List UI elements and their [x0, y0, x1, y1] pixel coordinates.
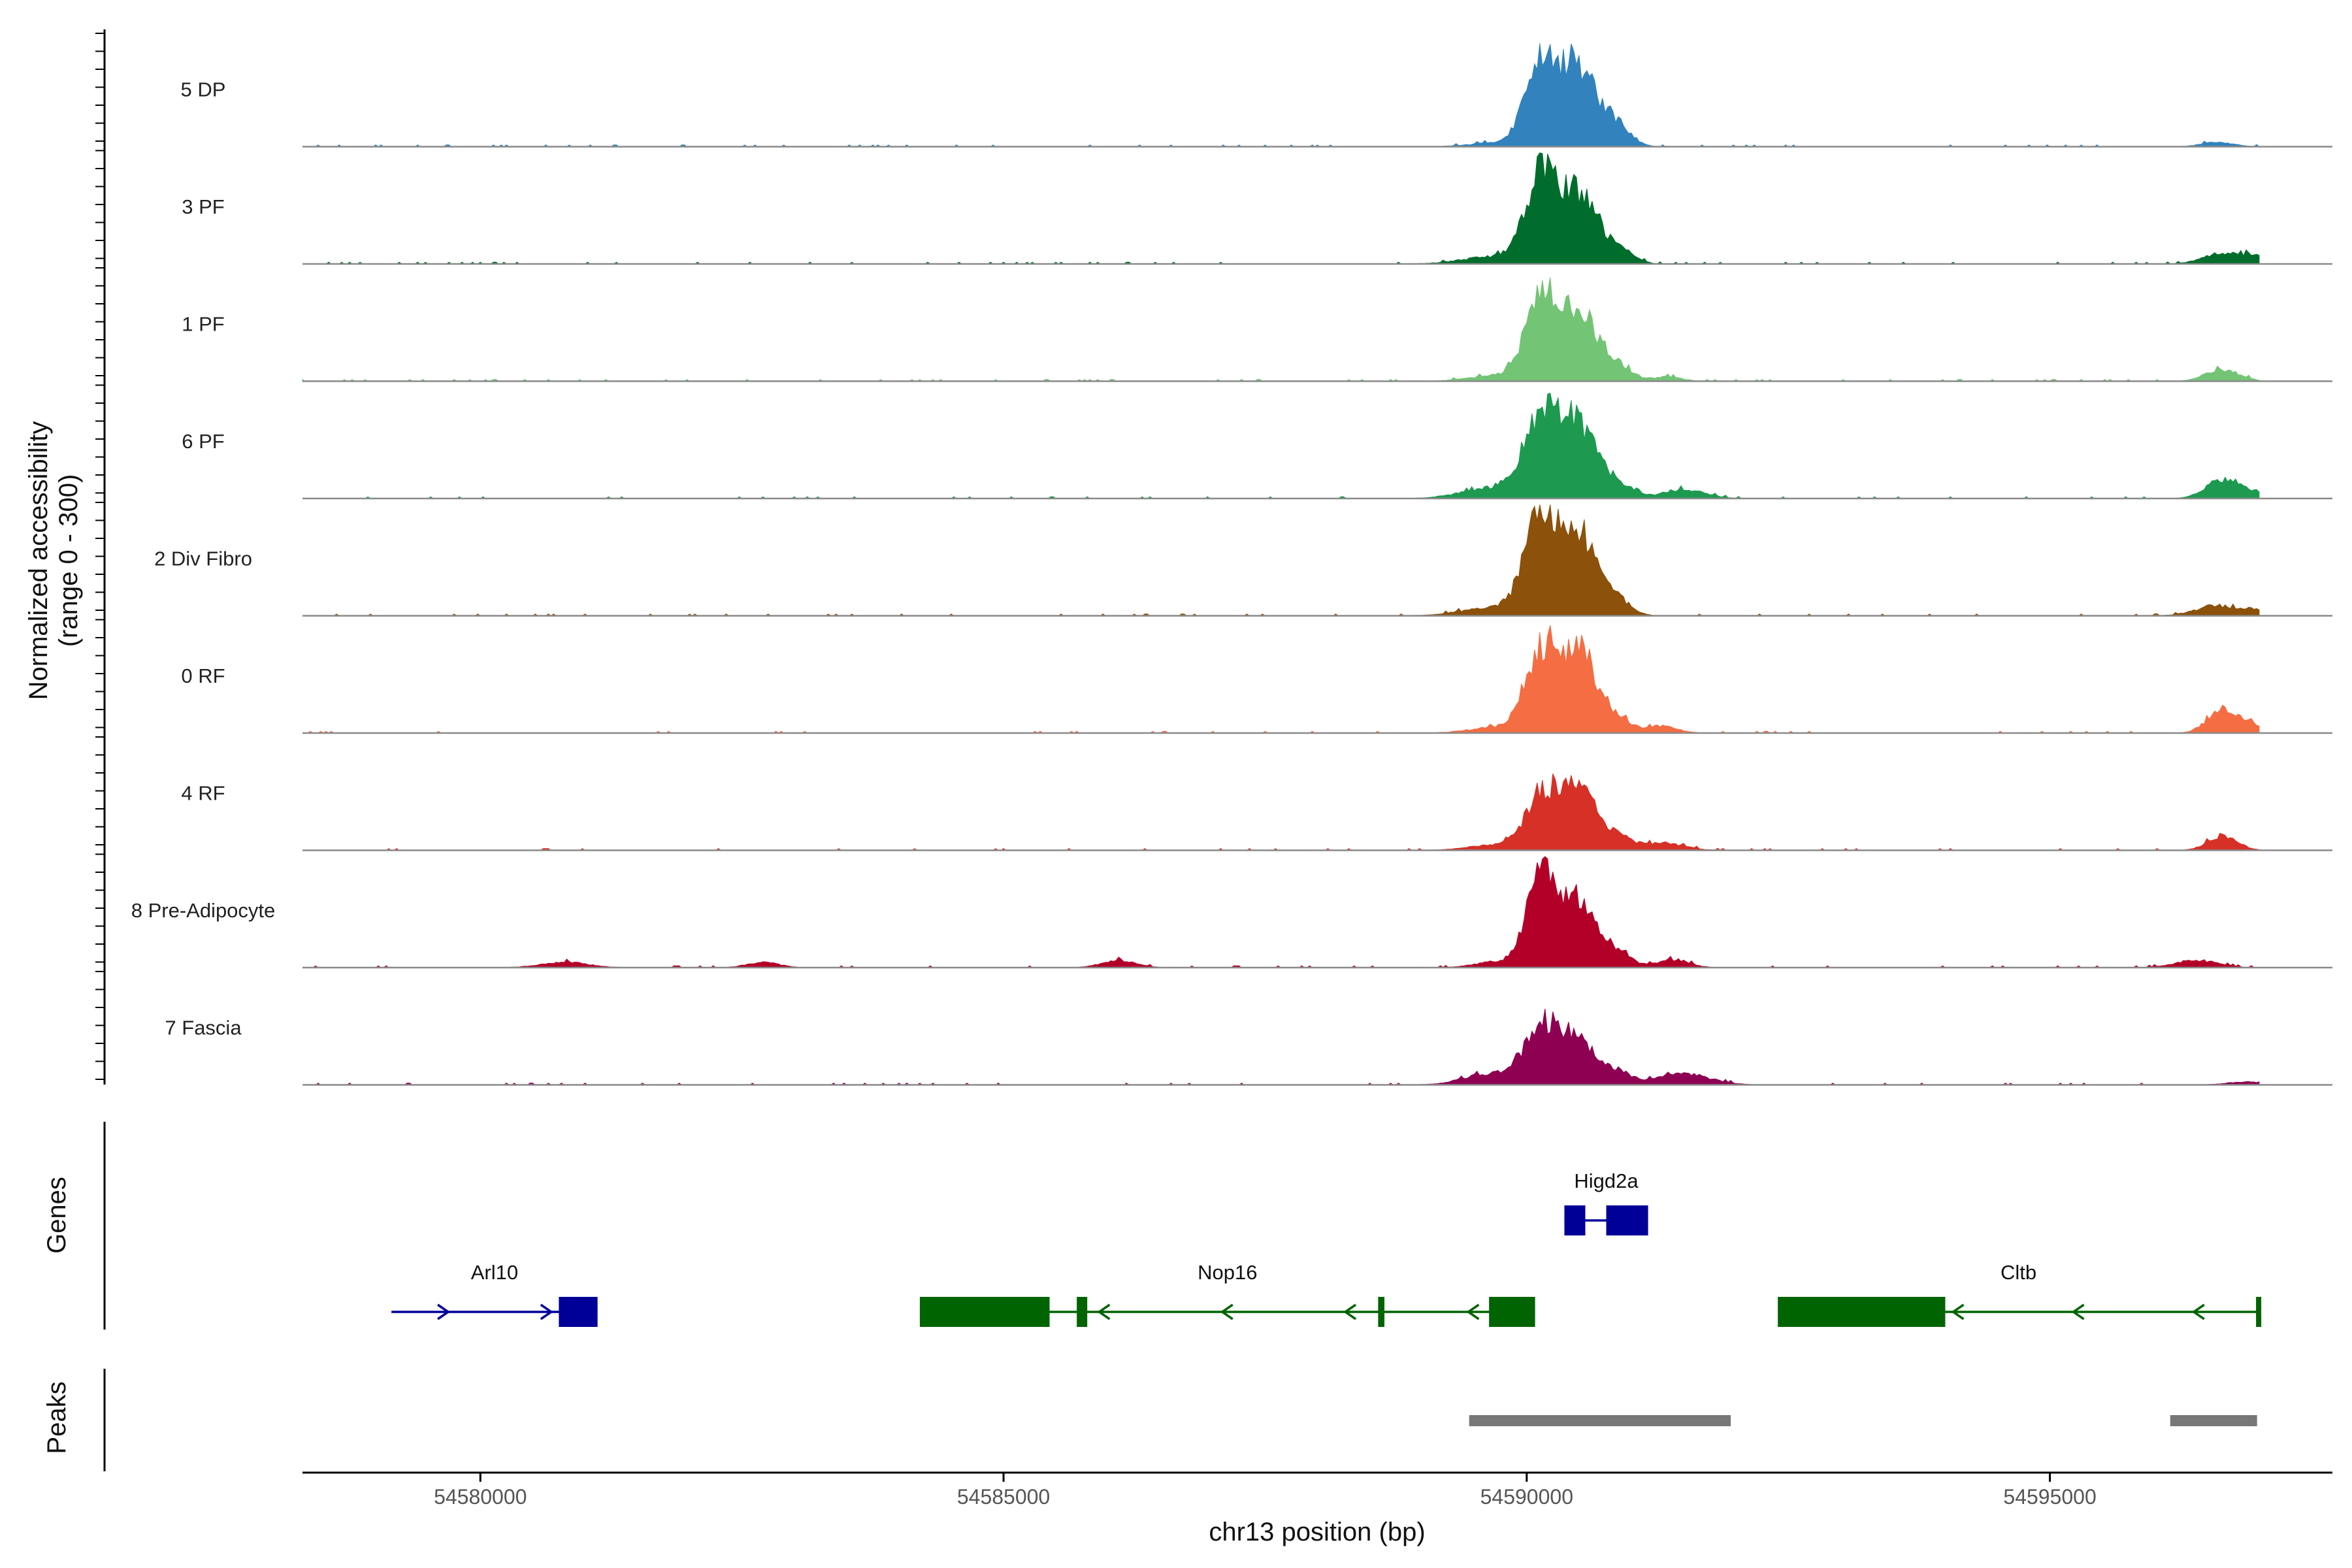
y-axis-title: Normalized accessibility (range 0 - 300): [24, 421, 83, 700]
track-label: 3 PF: [182, 195, 224, 218]
gene-higd2a: Higd2a: [1564, 1169, 1648, 1235]
gene-exon: [1378, 1297, 1384, 1327]
gene-label: Nop16: [1198, 1261, 1257, 1284]
y-axis-title-line1: Normalized accessibility: [24, 421, 53, 700]
genes-track-title: Genes: [42, 1177, 71, 1254]
strand-arrow: [1220, 1303, 1233, 1320]
track-label: 0 RF: [181, 664, 225, 687]
peaks-track-title: Peaks: [42, 1381, 71, 1454]
track-7-fascia: 7 Fascia: [165, 1009, 2332, 1086]
coverage-area: [302, 43, 2260, 148]
strand-arrow: [2071, 1303, 2085, 1320]
gene-exon: [919, 1297, 1050, 1327]
x-tick-label: 54595000: [2003, 1485, 2096, 1509]
coverage-area: [302, 277, 2260, 382]
track-label: 4 RF: [181, 782, 225, 805]
gene-arl10: Arl10: [391, 1261, 598, 1327]
track-6-pf: 6 PF: [182, 393, 2332, 500]
gene-exon: [2256, 1297, 2262, 1327]
track-5-dp: 5 DP: [181, 43, 2332, 148]
gene-exon: [1778, 1297, 1946, 1327]
track-1-pf: 1 PF: [182, 277, 2332, 382]
peaks-track: Peaks: [42, 1381, 2257, 1454]
gene-exon: [1077, 1297, 1088, 1327]
coverage-area: [302, 774, 2260, 851]
track-label: 1 PF: [182, 313, 224, 336]
gene-exon: [559, 1297, 598, 1327]
track-0-rf: 0 RF: [181, 625, 2332, 734]
x-tick-label: 54590000: [1480, 1485, 1573, 1509]
track-4-rf: 4 RF: [181, 774, 2332, 851]
gene-exon: [1606, 1205, 1648, 1235]
peak-region: [2170, 1415, 2257, 1426]
coverage-area: [302, 504, 2260, 617]
coverage-area: [302, 625, 2260, 734]
strand-arrow: [1097, 1303, 1111, 1320]
strand-arrow: [2191, 1303, 2205, 1320]
gene-nop16: Nop16: [919, 1261, 1535, 1327]
gene-label: Higd2a: [1574, 1169, 1639, 1192]
track-2-div-fibro: 2 Div Fibro: [154, 504, 2332, 617]
genes-track: Genes Arl10 Nop16 Higd2a Cltb: [42, 1169, 2262, 1327]
track-label: 8 Pre-Adipocyte: [131, 899, 276, 922]
x-tick-label: 54580000: [434, 1485, 527, 1509]
strand-arrow: [437, 1303, 451, 1320]
gene-label: Cltb: [2001, 1261, 2036, 1284]
y-axis-title-line2: (range 0 - 300): [54, 474, 83, 647]
track-label: 6 PF: [182, 430, 224, 453]
gene-exon: [1489, 1297, 1535, 1327]
strand-arrow: [1343, 1303, 1357, 1320]
x-axis: chr13 position (bp) 54580000 54585000 5459…: [302, 1471, 2332, 1546]
left-axes: [95, 29, 106, 1471]
x-axis-title: chr13 position (bp): [1209, 1518, 1425, 1546]
x-tick-label: 54585000: [957, 1485, 1050, 1509]
coverage-area: [302, 1009, 2260, 1086]
strand-arrow: [1466, 1303, 1480, 1320]
gene-label: Arl10: [471, 1261, 518, 1284]
coverage-tracks: 5 DP 3 PF 1 PF 6 PF 2 Div Fibro 0 RF 4 RF 8 Pre…: [131, 43, 2332, 1086]
strand-arrow: [1951, 1303, 1965, 1320]
coverage-area: [302, 856, 2260, 968]
strand-arrow: [540, 1303, 553, 1320]
track-label: 5 DP: [181, 78, 226, 101]
track-label: 7 Fascia: [165, 1017, 242, 1039]
gene-cltb: Cltb: [1778, 1261, 2262, 1327]
peak-region: [1469, 1415, 1731, 1426]
coverage-area: [302, 152, 2260, 265]
gene-exon: [1564, 1205, 1586, 1235]
track-8-pre-adipocyte: 8 Pre-Adipocyte: [131, 856, 2332, 969]
track-3-pf: 3 PF: [182, 152, 2332, 265]
track-label: 2 Div Fibro: [154, 547, 252, 570]
coverage-area: [302, 393, 2260, 499]
